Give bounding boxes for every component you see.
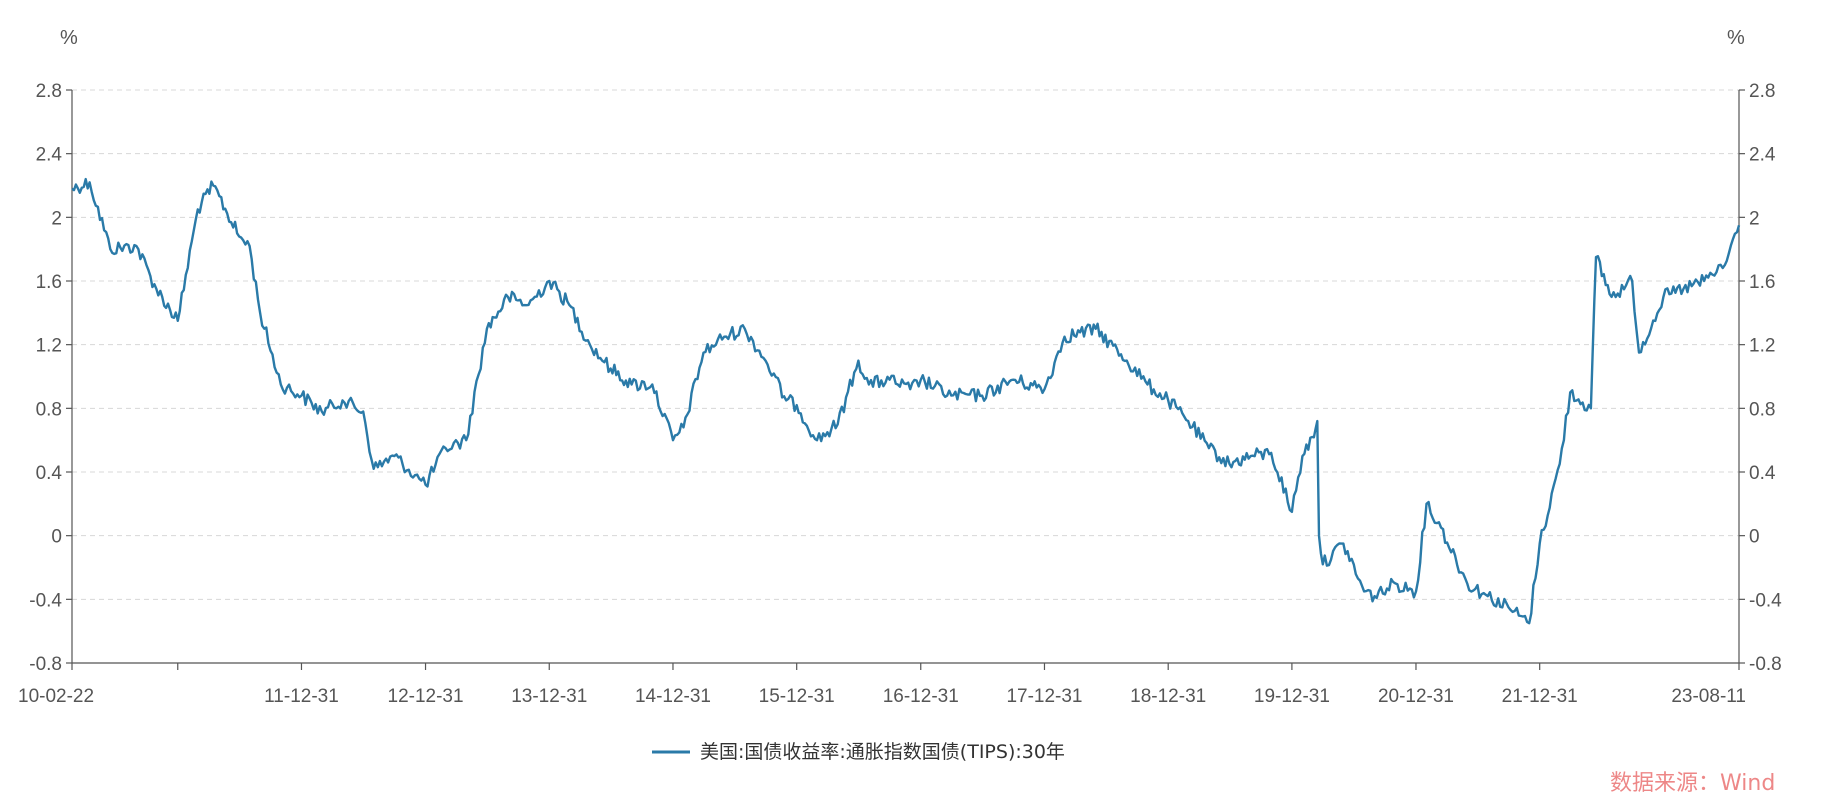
y-tick-label-left: 1.2 [36,336,62,357]
y-tick-label-left: 2 [51,208,62,229]
x-tick-label: 23-08-11 [1671,686,1746,707]
y-tick-label-left: 0.8 [36,399,62,420]
y-tick-label-right: -0.4 [1749,590,1782,611]
y-tick-label-right: -0.8 [1749,654,1782,675]
y-tick-label-right: 2 [1749,208,1760,229]
y-tick-label-right: 1.2 [1749,336,1775,357]
legend-label: 美国:国债收益率:通胀指数国债(TIPS):30年 [700,741,1065,763]
y-tick-label-right: 0.4 [1749,463,1776,484]
legend: 美国:国债收益率:通胀指数国债(TIPS):30年 [652,741,1065,763]
y-tick-label-left: 0 [51,527,62,548]
grid-lines [72,89,1739,600]
y-tick-label-left: -0.4 [29,590,62,611]
x-tick-label: 17-12-31 [1006,686,1082,707]
right-unit-label: % [1727,27,1745,49]
y-tick-label-left: 2.8 [36,81,62,102]
x-tick-label: 18-12-31 [1130,686,1206,707]
x-tick-label: 20-12-31 [1378,686,1454,707]
watermark: 数据来源：Wind [1610,771,1775,796]
x-tick-label: 11-12-31 [264,686,339,707]
y-tick-label-left: -0.8 [29,654,62,675]
x-tick-label: 13-12-31 [511,686,587,707]
x-tick-label: 21-12-31 [1502,686,1578,707]
axes [71,90,1740,664]
x-tick-label: 19-12-31 [1254,686,1330,707]
y-tick-label-left: 2.4 [36,145,63,166]
y-tick-label-right: 0 [1749,527,1760,548]
y-tick-labels: -0.8 -0.8 -0.4 -0.4 0 0 0.4 0.4 0.8 0.8 1.2 1.2 1.6 1… [29,81,1782,675]
y-tick-label-right: 0.8 [1749,399,1775,420]
x-tick-label: 14-12-31 [635,686,711,707]
y-tick-label-left: 0.4 [36,463,63,484]
series-line [71,177,1741,625]
series-layer [71,177,1741,625]
x-tick-label: 15-12-31 [759,686,835,707]
x-tick-label: 12-12-31 [388,686,464,707]
y-tick-label-right: 2.8 [1749,81,1775,102]
x-tick-labels: 10-02-22 11-12-31 12-12-31 13-12-31 14-12-31… [18,663,1746,707]
y-tick-label-left: 1.6 [36,272,62,293]
y-tick-label-right: 1.6 [1749,272,1775,293]
left-unit-label: % [60,27,78,49]
x-tick-label: 10-02-22 [18,686,94,707]
y-tick-label-right: 2.4 [1749,145,1776,166]
x-tick-label: 16-12-31 [883,686,959,707]
